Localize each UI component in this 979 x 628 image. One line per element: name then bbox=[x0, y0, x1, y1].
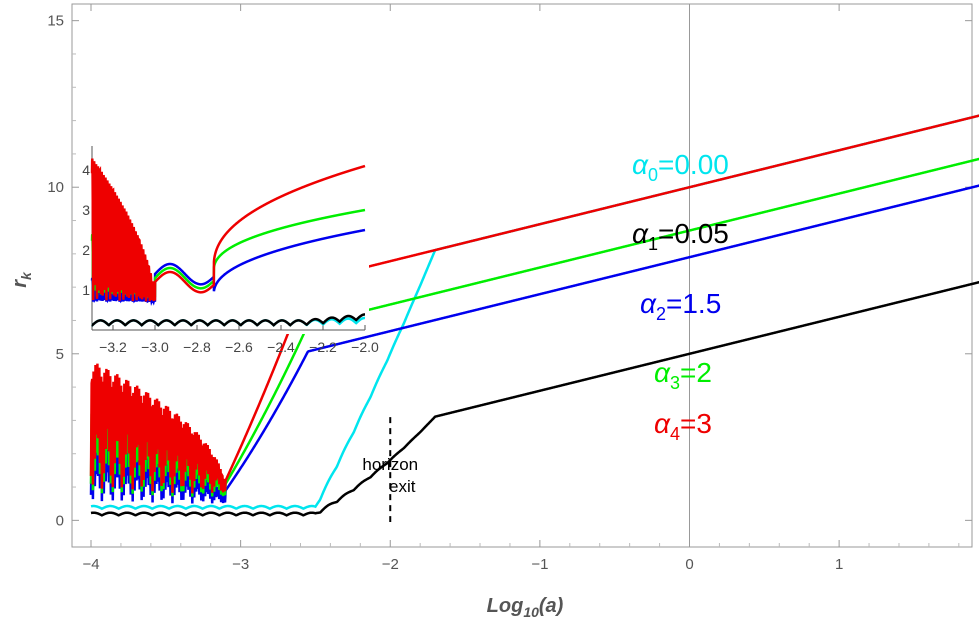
inset-series-line-1 bbox=[91, 313, 365, 327]
inset-y-tick-label: 2 bbox=[82, 242, 90, 258]
legend-symbol: α bbox=[632, 149, 649, 180]
horizon-exit-annotation: horizon exit bbox=[362, 417, 418, 523]
x-title-subscript: 10 bbox=[523, 604, 539, 620]
inset-x-tick-label: −3.2 bbox=[99, 339, 127, 355]
legend-entry-3: α3=2 bbox=[654, 357, 712, 393]
legend-symbol: α bbox=[632, 218, 649, 249]
legend-entry-4: α4=3 bbox=[654, 408, 712, 444]
legend-subscript: 3 bbox=[670, 373, 680, 393]
inset-y-tick-label: 4 bbox=[82, 162, 90, 178]
legend-entry-2: α2=1.5 bbox=[640, 288, 721, 324]
inset-x-tick-label: −3.0 bbox=[141, 339, 169, 355]
x-title-base: Log bbox=[487, 595, 524, 617]
legend-subscript: 1 bbox=[648, 234, 658, 254]
legend-symbol: α bbox=[654, 408, 671, 439]
legend-subscript: 4 bbox=[670, 424, 680, 444]
legend-symbol: α bbox=[640, 288, 657, 319]
inset-x-tick-label: −2.0 bbox=[351, 339, 379, 355]
x-title-tail: (a) bbox=[539, 595, 564, 617]
series-line-3 bbox=[89, 157, 979, 497]
series-layer bbox=[89, 114, 979, 517]
legend-subscript: 0 bbox=[648, 165, 658, 185]
legend-value: =3 bbox=[680, 408, 712, 439]
horizon-label: horizon bbox=[362, 455, 418, 474]
axis-titles: Log10(a)rk bbox=[9, 271, 564, 620]
y-axis-title: rk bbox=[9, 271, 34, 288]
legend-entry-0: α0=0.00 bbox=[632, 149, 729, 185]
x-tick-label: −3 bbox=[232, 556, 249, 573]
x-tick-label: −4 bbox=[82, 556, 99, 573]
exit-label: exit bbox=[389, 477, 416, 496]
inset-x-tick-label: −2.8 bbox=[183, 339, 211, 355]
inset-plot: −3.2 −3.0 −2.8 −2.6 −2.4 −2.2 −2.0 1 2 3 4 bbox=[82, 146, 379, 355]
series-line-4 bbox=[89, 114, 979, 494]
y-tick-label: 0 bbox=[56, 512, 64, 529]
legend-entry-1: α1=0.05 bbox=[632, 218, 729, 254]
y-title-base: r bbox=[9, 279, 31, 288]
legend-subscript: 2 bbox=[656, 304, 666, 324]
inset-series-line-4 bbox=[90, 158, 366, 302]
legend-symbol: α bbox=[654, 357, 671, 388]
legend-value: =2 bbox=[680, 357, 712, 388]
y-tick-label: 10 bbox=[47, 179, 64, 196]
inset-x-tick-label: −2.2 bbox=[309, 339, 337, 355]
y-tick-label: 5 bbox=[56, 346, 64, 363]
x-tick-label: 0 bbox=[685, 556, 693, 573]
x-axis-title: Log10(a) bbox=[487, 595, 564, 620]
legend-value: =1.5 bbox=[666, 288, 721, 319]
inset-x-tick-label: −2.4 bbox=[267, 339, 295, 355]
x-tick-label: −1 bbox=[531, 556, 548, 573]
x-tick-label: −2 bbox=[382, 556, 399, 573]
inset-y-tick-label: 3 bbox=[82, 202, 90, 218]
legend-value: =0.00 bbox=[658, 149, 729, 180]
x-tick-label: 1 bbox=[835, 556, 843, 573]
series-line-2 bbox=[89, 184, 979, 504]
legend-value: =0.05 bbox=[658, 218, 729, 249]
inset-y-tick-label: 1 bbox=[82, 282, 90, 298]
y-title-subscript: k bbox=[18, 271, 34, 280]
plot-frame bbox=[71, 3, 973, 548]
y-tick-label: 15 bbox=[47, 13, 64, 30]
inset-x-tick-label: −2.6 bbox=[225, 339, 253, 355]
main-axes: −4−3−2−1012051015 bbox=[47, 3, 973, 573]
series-line-1 bbox=[90, 280, 979, 517]
